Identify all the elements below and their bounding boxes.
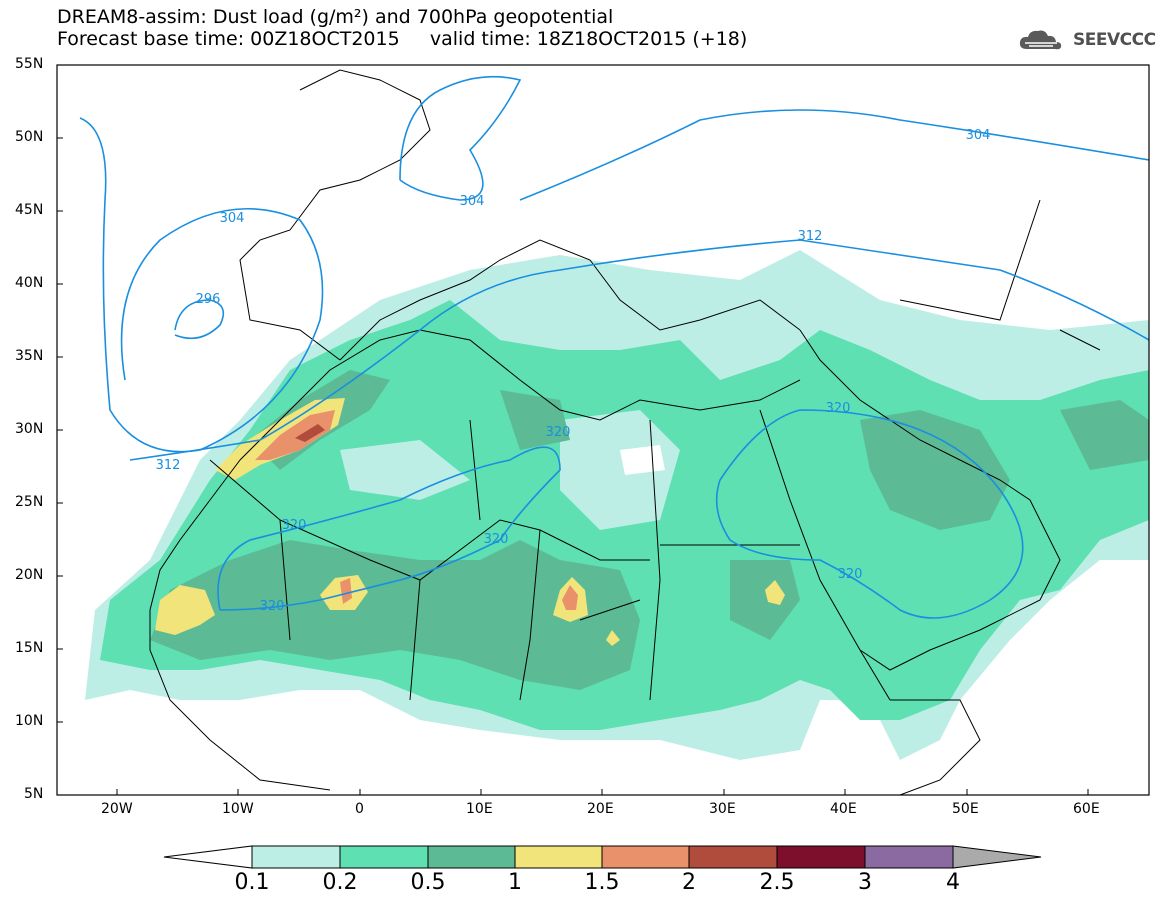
lon-label: 60E xyxy=(1073,801,1100,817)
contour-304-north xyxy=(399,75,522,201)
lat-label: 45N xyxy=(15,202,44,218)
contour-label: 320 xyxy=(282,518,307,533)
lon-label: 10W xyxy=(222,801,254,817)
colorbar-label: 1.5 xyxy=(584,870,620,895)
coast-red-sea xyxy=(759,409,891,701)
colorbar-label: 2 xyxy=(682,870,696,895)
dust-area-1-a xyxy=(155,585,215,635)
contour-320 xyxy=(217,446,561,611)
coastlines xyxy=(149,69,1101,795)
lon-label: 10E xyxy=(466,801,493,817)
contour-label: 296 xyxy=(196,292,221,307)
dust-area-0.5-c xyxy=(860,410,1010,530)
lat-label: 40N xyxy=(15,275,44,291)
colorbar-label: 1 xyxy=(508,870,522,895)
contour-labels: 304 304 304 296 312 312 320 320 320 320 … xyxy=(156,128,991,614)
colorbar-label: 0.2 xyxy=(322,870,358,895)
lon-label: 0 xyxy=(355,801,364,817)
coast-west-africa xyxy=(149,459,331,791)
colorbar-label: 0.5 xyxy=(410,870,446,895)
dust-area-1.5-b xyxy=(340,578,352,604)
lat-label: 30N xyxy=(15,421,44,437)
dust-area-1-e xyxy=(765,580,785,605)
lat-label: 25N xyxy=(15,494,44,510)
contour-304-west xyxy=(79,117,324,453)
contour-label: 304 xyxy=(220,211,245,226)
dust-fields xyxy=(85,250,1149,760)
colorbar-bin-1 xyxy=(514,845,603,869)
lon-label: 20W xyxy=(101,801,133,817)
colorbar-arrow-high xyxy=(952,845,1042,869)
map-title-line2: Forecast base time: 00Z18OCT2015 valid t… xyxy=(57,28,748,50)
lat-label: 15N xyxy=(15,640,44,656)
logo-text: SEEVCCC xyxy=(1073,30,1156,50)
contour-label: 320 xyxy=(260,599,285,614)
colorbar-bin-0.2 xyxy=(339,845,429,869)
map-title-line1: DREAM8-assim: Dust load (g/m²) and 700hP… xyxy=(57,6,614,28)
dust-area-0.5-a xyxy=(150,540,640,690)
colorbar-label: 3 xyxy=(858,870,872,895)
contour-label: 320 xyxy=(826,401,851,416)
dust-area-0.5-e xyxy=(1060,400,1149,470)
dust-hole-3 xyxy=(340,440,470,500)
lat-label: 50N xyxy=(15,129,44,145)
contour-296 xyxy=(174,299,225,340)
dust-area-1-f xyxy=(606,630,620,646)
axis-ticks xyxy=(57,64,1089,795)
dust-hole-1 xyxy=(560,410,680,530)
lon-label: 50E xyxy=(952,801,979,817)
colorbar-label: 4 xyxy=(946,870,960,895)
border-2 xyxy=(279,419,661,701)
dust-area-1.5-c xyxy=(562,585,578,610)
lat-label: 55N xyxy=(15,56,44,72)
contour-312 xyxy=(129,239,1149,461)
lat-label: 5N xyxy=(24,786,44,802)
colorbar-bin-0.1 xyxy=(251,845,341,869)
lon-label: 20E xyxy=(587,801,614,817)
dust-area-1.5-a xyxy=(255,410,335,460)
contour-label: 304 xyxy=(966,128,991,143)
border-4 xyxy=(899,199,1101,351)
logo: SEEVCCC xyxy=(1017,27,1156,53)
colorbar-bin-3 xyxy=(864,845,954,869)
coast-north-africa xyxy=(239,329,801,461)
contour-label: 320 xyxy=(838,567,863,582)
colorbar-arrow-low xyxy=(163,845,253,869)
colorbar-bin-2 xyxy=(688,845,778,869)
border-1 xyxy=(209,459,650,581)
geopotential-contours xyxy=(79,75,1149,619)
lon-label: 30E xyxy=(709,801,736,817)
contour-label: 320 xyxy=(546,425,571,440)
colorbar-bin-0.5 xyxy=(427,845,516,869)
coast-arabia xyxy=(799,329,1061,671)
border-3 xyxy=(469,419,800,621)
contour-label: 312 xyxy=(156,458,181,473)
colorbar-label: 2.5 xyxy=(759,870,795,895)
dust-area-0.5-d xyxy=(730,560,800,640)
colorbar-bin-1.5 xyxy=(601,845,690,869)
contour-304-east xyxy=(519,109,1149,201)
contour-label: 304 xyxy=(460,194,485,209)
lat-label: 35N xyxy=(15,348,44,364)
lat-label: 10N xyxy=(15,713,44,729)
cloud-icon xyxy=(1019,30,1062,50)
coast-europe-atlantic xyxy=(239,69,431,361)
coast-horn xyxy=(890,699,981,795)
dust-hole-2 xyxy=(620,445,665,475)
lat-label: 20N xyxy=(15,567,44,583)
dust-area-2 xyxy=(295,424,325,442)
contour-label: 320 xyxy=(484,532,509,547)
coast-med-north xyxy=(339,239,801,361)
contour-label: 312 xyxy=(798,229,823,244)
colorbar xyxy=(163,845,1042,869)
colorbar-bin-2.5 xyxy=(776,845,866,869)
contour-320-east xyxy=(715,409,1024,619)
colorbar-label: 0.1 xyxy=(234,870,270,895)
lon-label: 40E xyxy=(830,801,857,817)
